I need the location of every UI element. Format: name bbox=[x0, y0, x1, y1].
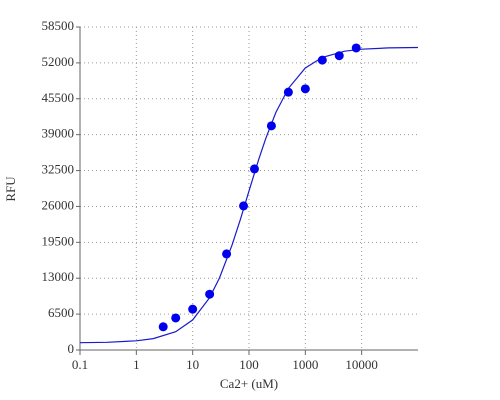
y-tick-label: 32500 bbox=[42, 162, 75, 177]
x-tick-label: 10000 bbox=[345, 357, 378, 372]
x-axis-label: Ca2+ (uM) bbox=[220, 376, 278, 391]
data-point bbox=[300, 84, 310, 94]
y-tick-label: 13000 bbox=[42, 269, 75, 284]
data-point bbox=[188, 304, 198, 314]
y-tick-label: 19500 bbox=[42, 233, 75, 248]
y-tick-label: 0 bbox=[68, 341, 75, 356]
y-tick-label: 58500 bbox=[42, 18, 75, 33]
y-tick-label: 6500 bbox=[48, 305, 74, 320]
data-point bbox=[334, 51, 344, 61]
x-tick-label: 1000 bbox=[292, 357, 318, 372]
y-axis-label: RFU bbox=[3, 176, 18, 202]
x-tick-label: 100 bbox=[239, 357, 259, 372]
y-tick-label: 52000 bbox=[42, 54, 75, 69]
y-tick-label: 45500 bbox=[42, 90, 75, 105]
x-tick-label: 0.1 bbox=[72, 357, 88, 372]
y-tick-label: 39000 bbox=[42, 126, 75, 141]
x-tick-label: 1 bbox=[133, 357, 140, 372]
x-tick-label: 10 bbox=[186, 357, 199, 372]
data-point bbox=[266, 121, 276, 131]
data-point bbox=[158, 322, 168, 332]
data-point bbox=[171, 313, 181, 323]
data-point bbox=[222, 249, 232, 259]
data-point bbox=[351, 43, 361, 53]
y-tick-label: 26000 bbox=[42, 197, 75, 212]
data-point bbox=[249, 164, 259, 174]
data-point bbox=[283, 87, 293, 97]
data-point bbox=[239, 201, 249, 211]
data-point bbox=[317, 55, 327, 65]
data-point bbox=[205, 289, 215, 299]
